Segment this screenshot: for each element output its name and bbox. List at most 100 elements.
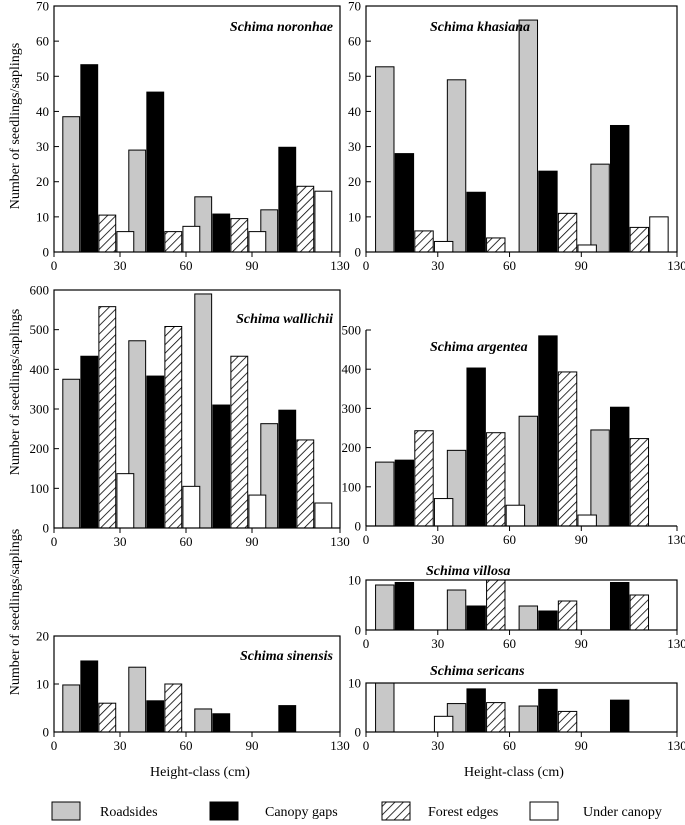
x-tick-label-wallichii: 0 <box>51 534 58 549</box>
bar-sericans-canopy_gaps-30-60 <box>466 688 486 733</box>
x-axis-title-right: Height-class (cm) <box>464 765 564 780</box>
bar-khasiana-canopy_gaps-30-60 <box>466 191 486 253</box>
panel-khasiana: 0 10 20 30 40 50 60 70 0 30 60 90 130 Schima khasiana <box>348 0 685 273</box>
y-tick-label-wallichii: 400 <box>30 362 50 377</box>
bar-wallichii-forest_edges-30-60 <box>164 325 183 529</box>
bar-wallichii-forest_edges-0-30 <box>98 306 117 529</box>
y-tick-label-sericans: 0 <box>355 725 362 740</box>
panel-title-sinensis: Schima sinensis <box>240 649 334 664</box>
y-tick-label-sericans: 10 <box>348 676 361 691</box>
y-tick-label-wallichii: 0 <box>43 521 50 536</box>
y-tick-label-noronhae: 30 <box>36 139 49 154</box>
panel-title-sericans: Schima sericans <box>430 664 525 679</box>
bar-argentea-roadsides-0-30 <box>375 461 395 527</box>
x-tick-label-sinensis: 60 <box>180 738 193 753</box>
x-tick-label-sinensis: 130 <box>330 738 350 753</box>
bar-wallichii-canopy_gaps-90-130 <box>278 409 297 529</box>
bar-khasiana-canopy_gaps-90-130 <box>609 124 630 253</box>
y-tick-label-wallichii: 600 <box>30 283 50 298</box>
bar-argentea-forest_edges-60-90 <box>557 371 578 527</box>
bar-sericans-roadsides-60-90 <box>518 705 539 733</box>
y-tick-label-argentea: 300 <box>342 401 362 416</box>
bar-villosa-forest_edges-30-60 <box>486 579 506 631</box>
legend-swatch-canopy-gaps <box>209 801 239 821</box>
x-tick-label-villosa: 90 <box>575 636 588 651</box>
x-tick-label-noronhae: 90 <box>246 258 259 273</box>
y-tick-label-argentea: 400 <box>342 362 362 377</box>
y-tick-label-noronhae: 0 <box>43 245 50 260</box>
plot-frame-khasiana <box>365 5 678 253</box>
bar-sericans-forest_edges-30-60 <box>486 702 506 733</box>
y-tick-label-khasiana: 10 <box>348 209 361 224</box>
y-tick-label-khasiana: 20 <box>348 174 361 189</box>
bar-sericans-canopy_gaps-90-130 <box>609 699 630 733</box>
bar-sericans-forest_edges-60-90 <box>557 710 578 733</box>
bar-argentea-canopy_gaps-30-60 <box>466 367 486 527</box>
bar-villosa-roadsides-30-60 <box>446 589 467 631</box>
x-tick-label-argentea: 0 <box>363 532 370 547</box>
bar-sinensis-roadsides-0-30 <box>62 684 81 733</box>
x-tick-label-argentea: 90 <box>575 532 588 547</box>
panel-villosa: 0 10 0 30 60 90 130 Schima villosa <box>348 564 685 651</box>
bar-villosa-roadsides-0-30 <box>375 584 395 631</box>
bar-khasiana-forest_edges-0-30 <box>414 230 434 253</box>
legend-label-canopy-gaps: Canopy gaps <box>265 805 338 820</box>
bar-argentea-under_canopy-60-90 <box>577 514 597 527</box>
bar-khasiana-roadsides-60-90 <box>518 19 539 253</box>
bar-noronhae-forest_edges-30-60 <box>164 231 183 253</box>
x-tick-label-wallichii: 90 <box>246 534 259 549</box>
bar-wallichii-under_canopy-30-60 <box>182 485 201 529</box>
panel-noronhae: 0 10 20 30 40 50 60 70 0 30 60 90 130 Schima noronhae <box>36 0 350 273</box>
bar-noronhae-under_canopy-0-30 <box>116 231 135 253</box>
bar-sinensis-canopy_gaps-60-90 <box>212 713 231 733</box>
x-tick-label-sinensis: 90 <box>246 738 259 753</box>
bar-sinensis-forest_edges-30-60 <box>164 683 183 733</box>
x-tick-label-khasiana: 30 <box>431 258 444 273</box>
bar-khasiana-roadsides-90-130 <box>590 163 610 253</box>
bar-khasiana-under_canopy-0-30 <box>433 240 454 253</box>
bar-noronhae-canopy_gaps-60-90 <box>212 213 231 253</box>
y-tick-label-villosa: 10 <box>348 573 361 588</box>
bar-sinensis-canopy_gaps-0-30 <box>80 660 99 733</box>
panel-title-noronhae: Schima noronhae <box>230 20 333 35</box>
y-tick-label-sinensis: 0 <box>43 725 50 740</box>
x-tick-label-khasiana: 90 <box>575 258 588 273</box>
y-tick-label-noronhae: 10 <box>36 209 49 224</box>
y-tick-label-noronhae: 40 <box>36 104 49 119</box>
bar-argentea-forest_edges-90-130 <box>629 438 650 527</box>
bar-sinensis-canopy_gaps-30-60 <box>146 700 165 733</box>
legend-label-forest-edges: Forest edges <box>428 805 498 820</box>
y-tick-label-argentea: 0 <box>355 519 362 534</box>
plot-frame-noronhae <box>53 5 341 253</box>
y-tick-label-wallichii: 200 <box>30 441 50 456</box>
y-tick-label-khasiana: 70 <box>348 0 361 14</box>
y-tick-label-argentea: 500 <box>342 323 362 338</box>
x-tick-label-sericans: 60 <box>503 738 516 753</box>
bar-khasiana-forest_edges-60-90 <box>557 212 578 253</box>
x-tick-label-argentea: 60 <box>503 532 516 547</box>
y-tick-label-argentea: 200 <box>342 440 362 455</box>
bar-sinensis-canopy_gaps-90-130 <box>278 705 297 733</box>
x-tick-label-argentea: 130 <box>667 532 685 547</box>
y-tick-label-khasiana: 60 <box>348 34 361 49</box>
panel-title-argentea: Schima argentea <box>430 340 528 355</box>
x-tick-label-sinensis: 0 <box>51 738 58 753</box>
bar-noronhae-forest_edges-60-90 <box>230 218 249 253</box>
bar-sinensis-roadsides-60-90 <box>194 708 213 733</box>
bar-argentea-under_canopy-30-60 <box>505 504 526 527</box>
y-tick-label-villosa: 0 <box>355 623 362 638</box>
panel-argentea: 0 100 200 300 400 500 0 30 60 90 130 Schima argente… <box>342 323 685 548</box>
bar-khasiana-roadsides-30-60 <box>446 79 467 253</box>
bar-khasiana-forest_edges-30-60 <box>486 237 506 253</box>
x-tick-label-noronhae: 0 <box>51 258 58 273</box>
bar-sericans-roadsides-0-30 <box>375 682 395 733</box>
bar-noronhae-under_canopy-90-130 <box>314 190 333 253</box>
bar-khasiana-roadsides-0-30 <box>375 66 395 253</box>
bar-wallichii-canopy_gaps-0-30 <box>80 355 99 529</box>
bar-sinensis-forest_edges-0-30 <box>98 702 117 733</box>
bar-wallichii-canopy_gaps-30-60 <box>146 375 165 529</box>
bar-villosa-canopy_gaps-60-90 <box>538 610 558 631</box>
y-axis-title-bottom: Number of seedlings/saplings <box>8 529 23 695</box>
bar-noronhae-forest_edges-90-130 <box>296 185 315 253</box>
